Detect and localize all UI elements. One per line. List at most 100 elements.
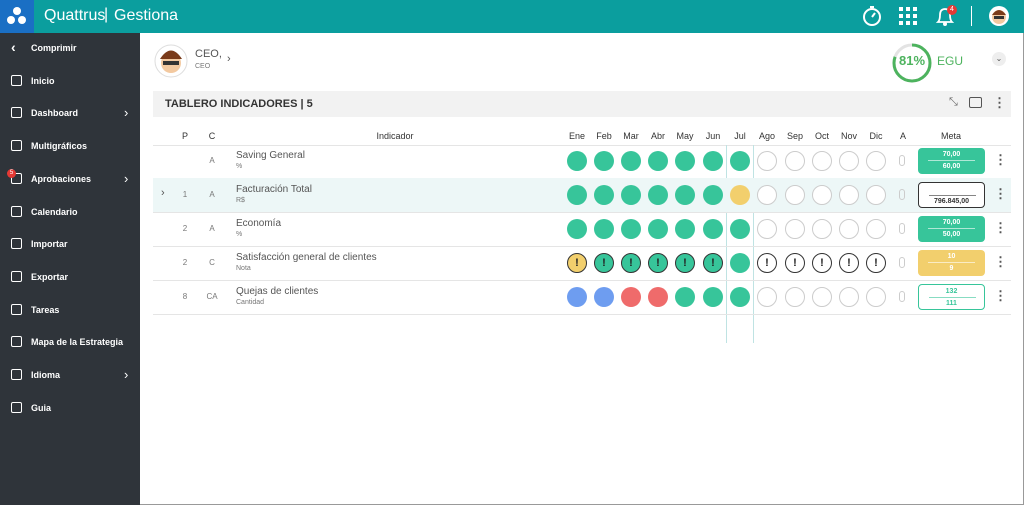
status-dot[interactable]	[675, 185, 695, 205]
row-menu[interactable]: ⋮	[994, 254, 1007, 269]
status-dot[interactable]	[675, 287, 695, 307]
nav-icon[interactable]	[11, 238, 22, 250]
indicator-name[interactable]: Satisfacción general de clientes	[236, 252, 377, 263]
status-dot[interactable]	[812, 185, 832, 205]
status-dot[interactable]	[757, 287, 777, 307]
status-dot[interactable]	[648, 219, 668, 239]
nav-item[interactable]: Guia	[31, 402, 52, 413]
row-menu[interactable]: ⋮	[994, 220, 1007, 235]
status-dot[interactable]	[730, 185, 750, 205]
status-dot[interactable]	[839, 287, 859, 307]
nav-item[interactable]: Calendario	[31, 206, 78, 217]
dropdown[interactable]: ⌄	[992, 52, 1006, 66]
status-dot[interactable]	[812, 219, 832, 239]
nav-item[interactable]: Dashboard	[31, 108, 79, 119]
status-dot[interactable]	[703, 151, 723, 171]
status-dot[interactable]	[567, 287, 587, 307]
nav-item[interactable]: Importar	[31, 239, 68, 250]
status-dot[interactable]	[703, 185, 723, 205]
status-dot[interactable]	[594, 219, 614, 239]
status-dot[interactable]	[621, 151, 641, 171]
status-dot[interactable]	[785, 219, 805, 239]
nav-icon[interactable]	[11, 140, 22, 152]
status-dot[interactable]: !	[675, 253, 695, 273]
status-dot[interactable]	[594, 151, 614, 171]
apps-icon[interactable]	[898, 6, 918, 26]
nav-arrow[interactable]: ›	[124, 105, 129, 121]
status-dot[interactable]: !	[567, 253, 587, 273]
nav-item[interactable]: Comprimir	[31, 43, 77, 53]
status-dot[interactable]	[675, 219, 695, 239]
logo[interactable]	[0, 0, 34, 33]
nav-item[interactable]: Idioma	[31, 370, 61, 380]
nav-icon[interactable]	[11, 401, 22, 413]
status-dot[interactable]: !	[785, 253, 805, 273]
status-dot[interactable]	[785, 287, 805, 307]
status-dot[interactable]	[730, 151, 750, 171]
status-dot[interactable]: !	[648, 253, 668, 273]
row-menu[interactable]: ⋮	[994, 288, 1007, 303]
status-dot[interactable]	[621, 219, 641, 239]
nav-item[interactable]: Exportar	[31, 271, 69, 282]
status-dot[interactable]	[866, 185, 886, 205]
status-dot[interactable]	[567, 185, 587, 205]
status-dot[interactable]	[730, 253, 750, 273]
nav-item[interactable]: Aprobaciones	[31, 173, 92, 184]
user-avatar[interactable]	[154, 44, 188, 78]
status-dot[interactable]	[785, 185, 805, 205]
indicator-name[interactable]: Quejas de clientes	[236, 286, 319, 297]
status-dot[interactable]: !	[703, 253, 723, 273]
status-dot[interactable]: !	[812, 253, 832, 273]
status-dot[interactable]	[675, 151, 695, 171]
row-menu[interactable]: ⋮	[994, 152, 1007, 167]
status-dot[interactable]: !	[866, 253, 886, 273]
timer-icon[interactable]	[861, 5, 883, 27]
status-dot[interactable]	[730, 219, 750, 239]
status-dot[interactable]	[730, 287, 750, 307]
status-dot[interactable]	[648, 185, 668, 205]
status-dot[interactable]	[839, 185, 859, 205]
status-dot[interactable]	[866, 287, 886, 307]
bell-icon[interactable]	[934, 5, 956, 27]
nav-item[interactable]: Multigráficos	[31, 141, 88, 152]
status-dot[interactable]: !	[621, 253, 641, 273]
status-dot[interactable]	[812, 151, 832, 171]
status-dot[interactable]	[594, 185, 614, 205]
back-arrow[interactable]: ‹	[11, 39, 16, 55]
status-dot[interactable]	[757, 219, 777, 239]
nav-icon[interactable]	[11, 336, 22, 348]
status-dot[interactable]	[567, 151, 587, 171]
status-dot[interactable]	[757, 151, 777, 171]
status-dot[interactable]	[812, 287, 832, 307]
nav-icon[interactable]	[11, 303, 22, 315]
expand[interactable]: ›	[161, 187, 165, 199]
status-dot[interactable]	[703, 287, 723, 307]
status-dot[interactable]	[785, 151, 805, 171]
nav-icon[interactable]	[11, 74, 22, 86]
status-dot[interactable]	[621, 287, 641, 307]
indicator-name[interactable]: Saving General	[236, 150, 305, 161]
nav-icon[interactable]	[11, 205, 22, 217]
nav-icon[interactable]	[11, 270, 22, 282]
status-dot[interactable]	[594, 287, 614, 307]
nav-arrow[interactable]: ›	[124, 367, 129, 382]
nav-item[interactable]: Mapa de la Estrategia	[31, 337, 124, 348]
nav-item[interactable]: Tareas	[31, 304, 60, 315]
status-dot[interactable]	[866, 151, 886, 171]
indicator-name[interactable]: Facturación Total	[236, 184, 312, 195]
status-dot[interactable]	[839, 151, 859, 171]
status-dot[interactable]	[648, 287, 668, 307]
status-dot[interactable]: !	[757, 253, 777, 273]
user-name[interactable]: CEO,	[195, 48, 222, 60]
indicator-name[interactable]: Economía	[236, 218, 282, 229]
status-dot[interactable]	[621, 185, 641, 205]
status-dot[interactable]: !	[594, 253, 614, 273]
nav-icon[interactable]	[11, 172, 22, 184]
nav-arrow[interactable]: ›	[124, 170, 129, 186]
status-dot[interactable]: !	[839, 253, 859, 273]
nav-icon[interactable]	[11, 107, 22, 119]
view-icon[interactable]	[969, 97, 982, 108]
nav-icon[interactable]	[11, 369, 22, 380]
nav-item[interactable]: Inicio	[31, 75, 55, 86]
status-dot[interactable]	[839, 219, 859, 239]
